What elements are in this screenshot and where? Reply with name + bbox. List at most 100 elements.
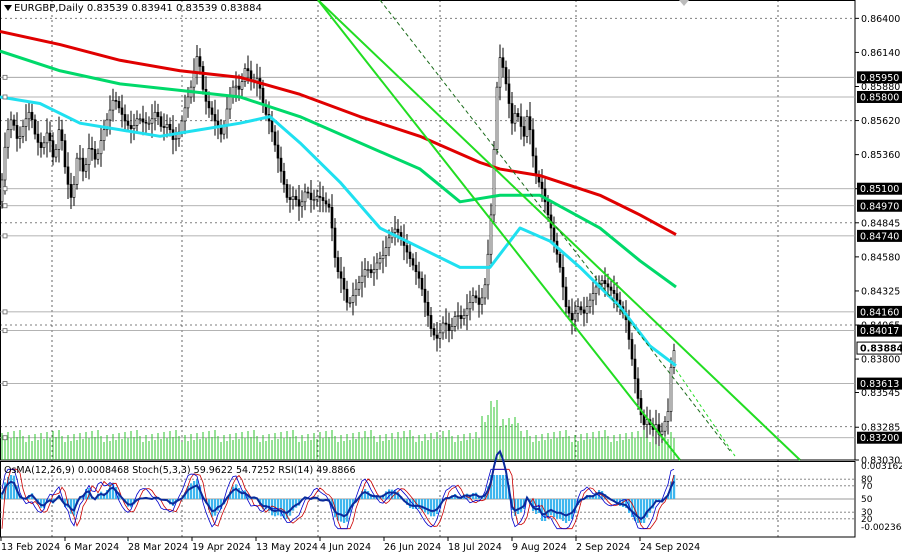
osma-bar	[388, 489, 391, 499]
candle-body	[354, 288, 358, 297]
osma-bar	[622, 499, 625, 507]
candle-body	[21, 126, 25, 137]
candle-body	[24, 118, 28, 127]
osma-bar	[496, 475, 499, 499]
candle-body	[603, 280, 607, 285]
candle-body	[246, 68, 250, 72]
candle-body	[519, 116, 523, 127]
osma-bar	[127, 499, 130, 507]
candle-body	[498, 57, 502, 88]
candle-body	[165, 123, 169, 128]
candle-body	[297, 199, 301, 207]
candle-body	[12, 119, 16, 126]
x-axis-label: 28 Mar 2024	[128, 542, 188, 553]
price-label-box	[857, 182, 902, 195]
osma-bar	[4, 482, 7, 499]
candle-body	[627, 319, 631, 340]
candle-body	[279, 157, 283, 172]
candle-body	[669, 366, 673, 412]
candle-body	[441, 322, 445, 334]
candle-body	[357, 282, 361, 290]
candle-body	[468, 301, 472, 310]
candle-body	[210, 107, 214, 115]
price-label-text: 0.85950	[860, 73, 899, 84]
osma-bar	[214, 499, 217, 516]
osma-bar	[673, 475, 676, 499]
price-label-text: 0.84160	[860, 307, 899, 318]
osma-bar	[277, 499, 280, 516]
osma-bar	[562, 499, 565, 521]
y-axis-tick-label: 0.83800	[861, 355, 900, 366]
osma-bar	[649, 499, 652, 513]
candle-body	[192, 72, 196, 88]
osc-axis-label: 0.0031625	[861, 462, 902, 472]
candle-body	[81, 157, 85, 172]
candle-body	[201, 66, 205, 90]
candle-body	[111, 99, 115, 111]
candle-body	[528, 116, 532, 131]
osma-bar	[499, 475, 502, 499]
osma-bar	[502, 475, 505, 499]
osc-axis-label: 80	[861, 475, 873, 485]
candle-body	[330, 206, 334, 229]
candle-body	[84, 164, 88, 172]
channel-line-1	[317, 0, 681, 461]
candle-body	[39, 142, 43, 148]
osma-bar	[418, 499, 421, 509]
candle-body	[546, 201, 550, 216]
candle-body	[636, 378, 640, 399]
candle-body	[591, 293, 595, 301]
candle-body	[78, 157, 82, 160]
candle-body	[27, 111, 31, 120]
candle-body	[501, 57, 505, 68]
osc-axis-label: 70	[861, 482, 873, 492]
symbol-label: EURGBP,Daily	[14, 3, 84, 14]
candle-body	[198, 56, 202, 67]
osma-bar	[421, 499, 424, 511]
candle-body	[660, 430, 664, 435]
x-axis-label: 6 Mar 2024	[65, 542, 119, 553]
price-label-box	[857, 71, 902, 84]
osma-bar	[637, 499, 640, 523]
osma-label: OsMA(12,26,9) 0.0008468	[4, 465, 130, 476]
candle-body	[612, 289, 616, 294]
candle-body	[510, 103, 514, 124]
y-axis-tick-label: 0.83285	[861, 423, 900, 434]
candle-body	[489, 214, 493, 255]
candle-body	[66, 166, 70, 185]
osma-bar	[364, 489, 367, 499]
candle-body	[150, 118, 154, 124]
osma-bar	[640, 499, 643, 523]
candle-body	[144, 121, 148, 124]
osma-bar	[430, 499, 433, 517]
candle-body	[132, 125, 136, 129]
osma-bar	[235, 484, 238, 499]
candle-body	[309, 192, 313, 200]
osc-axis-label: -0.002364	[861, 523, 902, 533]
candle-body	[342, 277, 346, 290]
osma-bar	[106, 490, 109, 499]
chart-menu-arrow-icon[interactable]	[4, 5, 12, 11]
chart-shift-marker-icon[interactable]	[679, 0, 689, 6]
x-axis-label: 24 Sep 2024	[640, 542, 700, 553]
candle-body	[42, 142, 46, 148]
candle-body	[435, 334, 439, 339]
candle-body	[63, 140, 67, 168]
candle-body	[414, 264, 418, 273]
osma-bar	[571, 499, 574, 519]
candle-body	[75, 157, 79, 185]
candle-body	[558, 253, 562, 268]
candle-body	[564, 286, 568, 307]
candle-body	[174, 138, 178, 140]
rsi-line	[1, 449, 675, 521]
candle-body	[123, 114, 127, 122]
candle-body	[438, 332, 442, 339]
candle-body	[594, 286, 598, 294]
candle-body	[288, 197, 292, 200]
candle-body	[312, 199, 316, 201]
price-label-text: 0.83613	[860, 379, 899, 390]
x-axis-label: 2 Sep 2024	[576, 542, 630, 553]
candle-body	[291, 196, 295, 200]
candle-body	[447, 323, 451, 331]
